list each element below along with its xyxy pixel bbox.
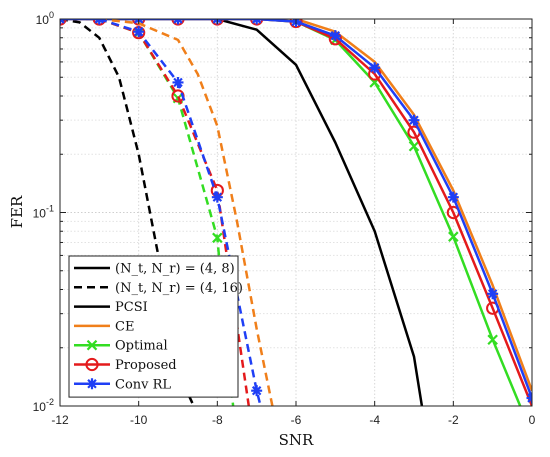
y-axis-label: FER — [8, 195, 26, 228]
marker-star — [133, 26, 145, 38]
marker-x — [212, 232, 223, 244]
series-line — [216, 19, 424, 406]
axis-ticks: -12 -10 -8 -6 -4 -2 0 100 10-1 10-2 — [33, 10, 536, 427]
series-conv-rl-dashed — [60, 19, 263, 406]
x-axis-label: SNR — [279, 431, 314, 449]
series-ce-dashed — [60, 19, 274, 406]
marker-star — [251, 385, 263, 397]
marker-circle — [85, 357, 99, 372]
marker-x — [408, 140, 420, 152]
legend-item: Optimal — [74, 339, 168, 354]
y-tick-label: 10-2 — [33, 397, 54, 414]
series-line — [60, 19, 251, 406]
marker-x — [448, 231, 459, 242]
x-tick-label: 0 — [529, 413, 536, 427]
legend-label: PCSI — [115, 300, 148, 315]
legend-item: PCSI — [74, 300, 148, 315]
marker-x — [487, 334, 498, 346]
legend-item: (N_t, N_r) = (4, 16) — [74, 281, 243, 296]
legend-item: (N_t, N_r) = (4, 8) — [74, 262, 235, 277]
legend-item: Conv RL — [74, 377, 171, 392]
marker-circle — [171, 19, 185, 26]
x-tick-label: -4 — [369, 413, 380, 427]
legend-label: Optimal — [115, 339, 168, 354]
x-tick-label: -12 — [51, 413, 69, 427]
x-tick-label: -6 — [291, 413, 302, 427]
marker-x — [86, 339, 98, 351]
marker-circle — [210, 19, 224, 26]
marker-star — [487, 288, 499, 300]
legend-label: (N_t, N_r) = (4, 16) — [115, 281, 243, 296]
series-pcsi-solid — [216, 19, 424, 406]
legend-label: Proposed — [115, 358, 177, 373]
marker-circle — [250, 19, 264, 26]
marker-star — [329, 30, 341, 42]
x-tick-label: -8 — [212, 413, 223, 427]
marker-star — [172, 76, 184, 88]
marker-star — [211, 191, 223, 203]
x-tick-label: -10 — [130, 413, 148, 427]
marker-star — [369, 62, 381, 74]
marker-star — [86, 378, 98, 390]
marker-star — [447, 191, 459, 203]
legend-label: (N_t, N_r) = (4, 8) — [115, 262, 235, 277]
legend-item: Proposed — [74, 357, 177, 373]
y-tick-label: 10-1 — [33, 204, 54, 221]
y-tick-label: 100 — [36, 10, 54, 27]
x-tick-label: -2 — [448, 413, 459, 427]
legend-label: CE — [115, 319, 134, 334]
marker-star — [408, 114, 420, 126]
legend: (N_t, N_r) = (4, 8) (N_t, N_r) = (4, 16) P… — [68, 255, 243, 398]
marker-circle — [92, 19, 106, 26]
legend-label: Conv RL — [115, 377, 171, 392]
series-line — [60, 19, 274, 406]
legend-item: CE — [74, 319, 134, 334]
